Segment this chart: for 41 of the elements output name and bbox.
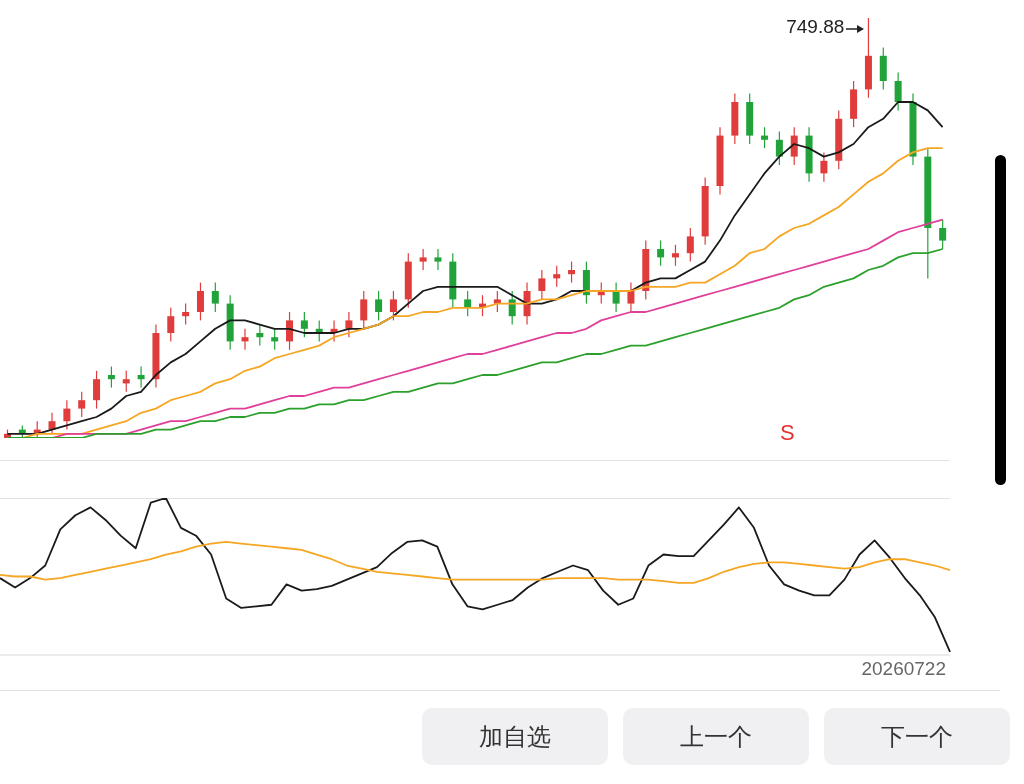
- candlestick: [286, 311, 294, 351]
- text: 加自选: [422, 708, 608, 765]
- candlestick: [137, 366, 145, 389]
- candlestick: [167, 307, 175, 342]
- candlestick: [389, 290, 397, 321]
- annotation: S: [780, 420, 795, 446]
- candlestick: [345, 311, 353, 338]
- candlestick: [63, 399, 71, 431]
- candlestick: [78, 391, 86, 418]
- candlestick: [375, 290, 383, 321]
- candlestick: [553, 265, 561, 288]
- text: 下一个: [824, 708, 1010, 765]
- candlestick: [419, 248, 427, 271]
- candlestick: [211, 282, 219, 313]
- candlestick: [820, 151, 828, 183]
- candlestick: [627, 282, 635, 313]
- candlestick: [761, 126, 769, 149]
- candlestick: [538, 269, 546, 300]
- candlestick: [271, 328, 279, 351]
- candlestick: [241, 328, 249, 351]
- candlestick: [122, 370, 130, 393]
- candlestick: [657, 240, 665, 267]
- candlestick: [196, 282, 204, 321]
- candlestick: [464, 290, 472, 317]
- candlestick: [686, 227, 694, 263]
- candlestick: [671, 244, 679, 267]
- candlestick: [182, 303, 190, 326]
- candlestick: [939, 219, 947, 250]
- candlestick: [434, 248, 442, 271]
- candlestick: [775, 130, 783, 166]
- candlestick: [107, 366, 115, 389]
- annotation: 749.88: [786, 16, 845, 38]
- text: 20260722: [861, 658, 946, 680]
- candlestick: [568, 261, 576, 284]
- text: 上一个: [623, 708, 809, 765]
- candlestick: [360, 290, 368, 330]
- candlestick: [93, 370, 101, 410]
- candlestick: [894, 72, 902, 111]
- candlestick: [612, 282, 620, 313]
- candlestick: [256, 324, 264, 347]
- candlestick: [300, 311, 308, 338]
